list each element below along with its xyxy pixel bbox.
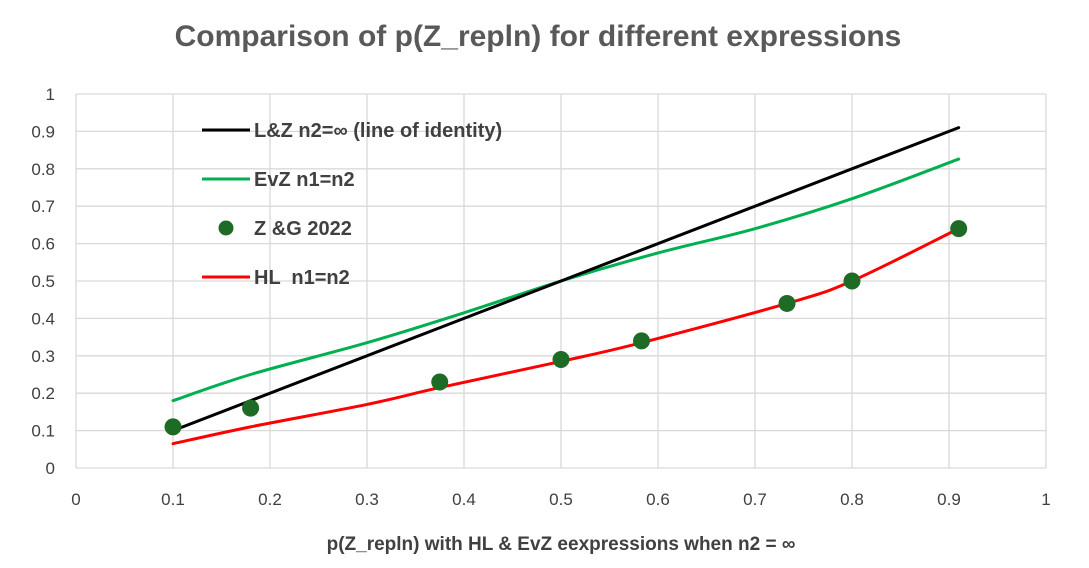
legend-label-hl: HL n1=n2 <box>254 267 350 289</box>
x-tick-label: 0.3 <box>355 490 379 509</box>
legend-item-evz: EvZ n1=n2 <box>202 169 355 191</box>
x-tick-label: 1 <box>1041 490 1050 509</box>
series-lz-line <box>171 126 961 433</box>
x-tick-label: 0 <box>71 490 80 509</box>
y-tick-labels: 0 0.1 0.2 0.3 0.4 0.5 0.6 0.7 0.8 0.9 1 <box>31 85 55 478</box>
x-tick-label: 0.6 <box>646 490 670 509</box>
plot-area <box>164 126 968 446</box>
y-tick-label: 0.2 <box>31 384 55 403</box>
y-tick-label: 0.3 <box>31 347 55 366</box>
series-zg-points <box>164 220 968 436</box>
data-point <box>950 220 968 238</box>
legend: L&Z n2=∞ (line of identity) EvZ n1=n2 Z … <box>202 120 502 289</box>
x-tick-label: 0.9 <box>937 490 961 509</box>
y-tick-label: 0.8 <box>31 160 55 179</box>
y-tick-label: 0.9 <box>31 122 55 141</box>
legend-item-hl: HL n1=n2 <box>202 267 350 289</box>
y-tick-label: 1 <box>46 85 55 104</box>
x-tick-label: 0.7 <box>743 490 767 509</box>
series-hl-line <box>171 227 961 446</box>
legend-label-lz: L&Z n2=∞ (line of identity) <box>254 120 502 142</box>
x-tick-label: 0.4 <box>452 490 476 509</box>
y-tick-label: 0.7 <box>31 197 55 216</box>
x-tick-label: 0.2 <box>258 490 282 509</box>
x-tick-label: 0.1 <box>161 490 185 509</box>
legend-label-zg: Z &G 2022 <box>254 218 352 240</box>
x-tick-label: 0.5 <box>549 490 573 509</box>
y-tick-label: 0.6 <box>31 235 55 254</box>
x-tick-labels: 0 0.1 0.2 0.3 0.4 0.5 0.6 0.7 0.8 0.9 1 <box>71 490 1050 509</box>
data-point <box>633 332 651 350</box>
chart-title: Comparison of p(Z_repln) for different e… <box>175 20 902 53</box>
data-point <box>431 373 449 391</box>
y-tick-label: 0 <box>46 459 55 478</box>
y-tick-label: 0.1 <box>31 422 55 441</box>
data-point <box>552 351 570 369</box>
legend-swatch-zg <box>218 220 234 236</box>
x-axis-label: p(Z_repln) with HL & EvZ eexpressions wh… <box>327 534 796 555</box>
x-tick-label: 0.8 <box>840 490 864 509</box>
legend-label-evz: EvZ n1=n2 <box>254 169 355 191</box>
data-point <box>164 418 182 436</box>
data-point <box>778 294 796 312</box>
legend-item-zg: Z &G 2022 <box>218 218 352 240</box>
y-tick-label: 0.5 <box>31 272 55 291</box>
data-point <box>843 272 861 290</box>
data-point <box>242 399 260 417</box>
y-tick-label: 0.4 <box>31 309 55 328</box>
legend-item-lz: L&Z n2=∞ (line of identity) <box>202 120 502 142</box>
